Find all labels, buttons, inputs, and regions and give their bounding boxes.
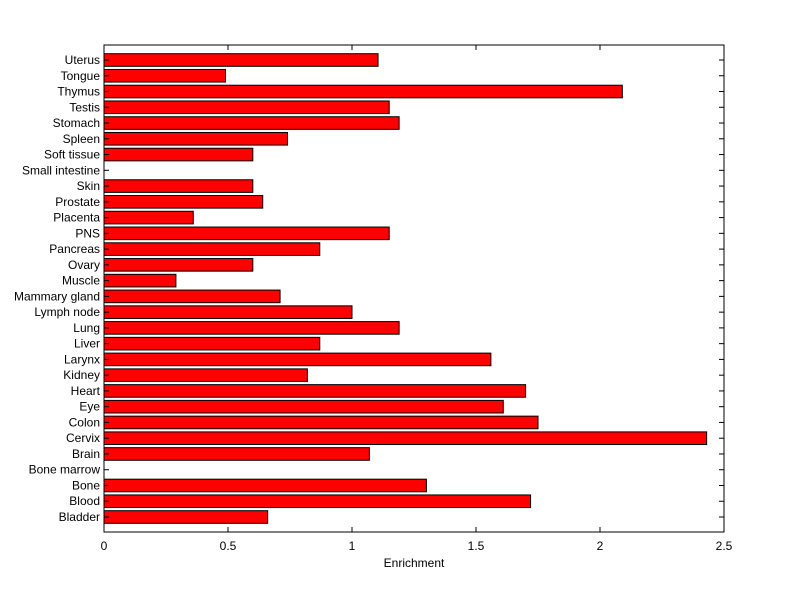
bar: [103, 510, 269, 524]
bar: [103, 447, 370, 461]
x-tick-label: 2: [597, 539, 604, 553]
bar: [103, 478, 427, 493]
x-tick-label: 1: [349, 539, 356, 553]
bar: [103, 258, 254, 272]
y-tick-label: Small intestine: [22, 163, 100, 177]
bar: [103, 352, 492, 367]
y-tick-label: PNS: [75, 226, 100, 240]
bar: [103, 195, 264, 209]
plot-frame: [103, 44, 725, 533]
bar: [103, 273, 177, 288]
y-tick-label: Testis: [69, 100, 100, 114]
bar: [103, 415, 539, 430]
y-tick-label: Bone: [72, 478, 100, 492]
y-tick-label: Larynx: [64, 352, 100, 366]
bar: [103, 336, 321, 351]
y-tick-label: Kidney: [63, 368, 100, 382]
bar: [103, 289, 281, 304]
y-tick-label: Uterus: [65, 53, 100, 67]
bar: [103, 116, 400, 130]
y-tick-label: Skin: [77, 179, 100, 193]
y-tick-label: Thymus: [57, 85, 100, 99]
y-tick-label: Placenta: [53, 211, 100, 225]
bar: [103, 68, 227, 83]
bar: [103, 100, 390, 115]
bar: [103, 305, 353, 319]
y-tick-label: Colon: [69, 415, 100, 429]
y-tick-label: Mammary gland: [14, 289, 100, 303]
bar: [103, 226, 390, 241]
y-tick-label: Heart: [71, 384, 101, 398]
bar: [103, 431, 708, 446]
y-tick-label: Brain: [72, 447, 100, 461]
y-tick-label: Cervix: [66, 431, 100, 445]
x-tick-label: 0: [101, 539, 108, 553]
x-axis-label: Enrichment: [384, 556, 445, 570]
y-tick-label: Prostate: [55, 195, 100, 209]
x-tick-label: 2.5: [716, 539, 733, 553]
bar: [103, 179, 254, 193]
bar: [103, 210, 194, 225]
bar: [103, 384, 527, 398]
y-tick-label: Eye: [79, 400, 100, 414]
y-tick-label: Soft tissue: [44, 148, 100, 162]
y-tick-label: Lymph node: [34, 305, 100, 319]
bar: [103, 368, 308, 382]
y-tick-label: Pancreas: [49, 242, 100, 256]
bar: [103, 399, 504, 414]
y-tick-label: Liver: [74, 337, 100, 351]
bar: [103, 131, 289, 146]
bar: [103, 494, 532, 509]
y-tick-label: Blood: [69, 494, 100, 508]
y-tick-label: Lung: [73, 321, 100, 335]
y-tick-label: Tongue: [61, 69, 101, 83]
bar: [103, 321, 400, 335]
y-tick-label: Muscle: [62, 274, 100, 288]
y-tick-label: Ovary: [68, 258, 100, 272]
bar: [103, 242, 321, 256]
y-tick-label: Stomach: [53, 116, 100, 130]
y-tick-label: Spleen: [63, 132, 100, 146]
x-tick-label: 1.5: [468, 539, 485, 553]
bar: [103, 147, 254, 162]
x-tick-label: 0.5: [220, 539, 237, 553]
y-tick-label: Bone marrow: [29, 463, 101, 477]
bar: [103, 84, 623, 99]
y-tick-label: Bladder: [59, 510, 100, 524]
bar: [103, 53, 379, 67]
